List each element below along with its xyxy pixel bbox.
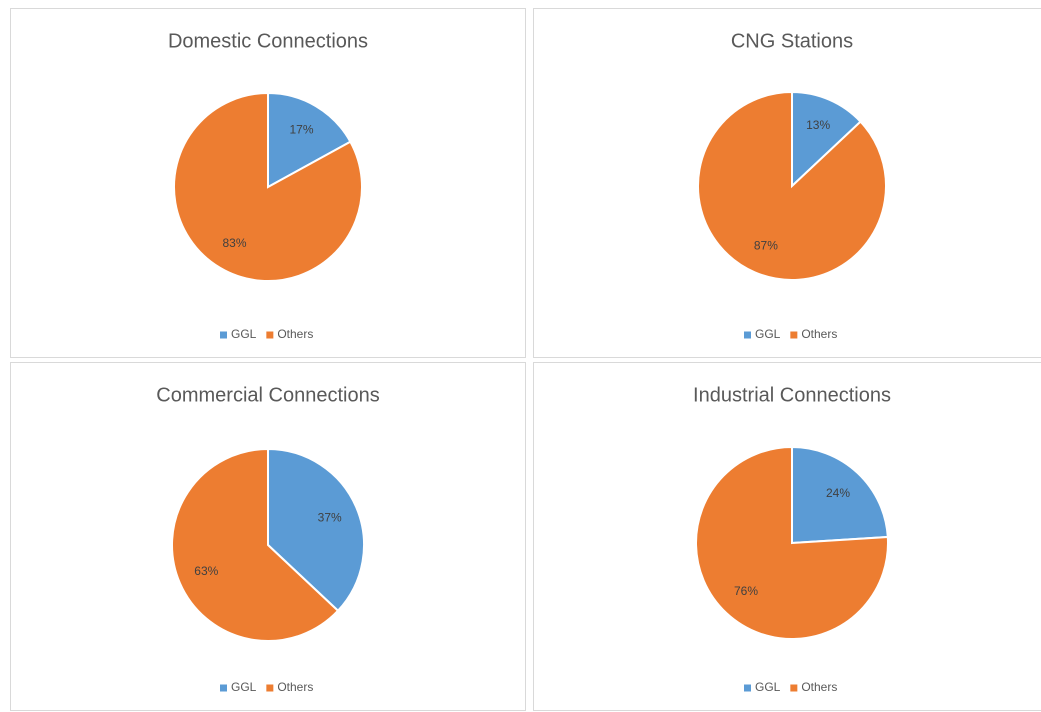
panel-border [533, 8, 1041, 358]
chart-title: Commercial Connections [156, 384, 379, 406]
data-label: 63% [194, 564, 218, 578]
legend-swatch [220, 684, 227, 692]
pie-slice [171, 447, 340, 642]
chart-title: CNG Stations [731, 30, 853, 52]
legend-swatch [790, 684, 798, 692]
chart-title: Domestic Connections [168, 30, 368, 52]
data-label: 24% [826, 486, 850, 500]
data-label: 76% [734, 584, 758, 598]
pie-slice [791, 90, 862, 189]
legend-label: Others [801, 680, 837, 694]
chart-panel: Commercial Connections 37% 63% GGL Others [10, 362, 526, 711]
pie-slice [791, 445, 889, 545]
legend-swatch [220, 331, 227, 339]
data-label: 87% [754, 239, 778, 253]
data-label: 37% [318, 510, 342, 524]
legend-label: GGL [231, 327, 257, 341]
legend-swatch [266, 684, 274, 692]
legend-swatch [790, 331, 798, 339]
data-label: 83% [222, 236, 246, 250]
legend-label: GGL [755, 327, 781, 341]
chart-title: Industrial Connections [693, 384, 891, 406]
legend-label: Others [801, 327, 837, 341]
pie-slice [697, 90, 887, 281]
pie-slice [267, 447, 365, 613]
chart-panel: Domestic Connections 17% 83% GGL Others [10, 8, 526, 358]
pie-slice [695, 445, 889, 640]
pie-slice [267, 91, 352, 189]
pie-slice [173, 91, 363, 282]
chart-panel: CNG Stations 13% 87% GGL Others [533, 8, 1041, 358]
chart-panel: Industrial Connections 24% 76% GGL Others [533, 362, 1041, 711]
legend-label: Others [277, 327, 313, 341]
legend-swatch [266, 331, 274, 339]
data-label: 17% [289, 123, 313, 137]
legend-label: GGL [231, 680, 257, 694]
legend-label: GGL [755, 680, 781, 694]
legend-label: Others [277, 680, 313, 694]
legend-swatch [744, 331, 751, 339]
data-label: 13% [806, 118, 830, 132]
legend-swatch [744, 684, 751, 692]
